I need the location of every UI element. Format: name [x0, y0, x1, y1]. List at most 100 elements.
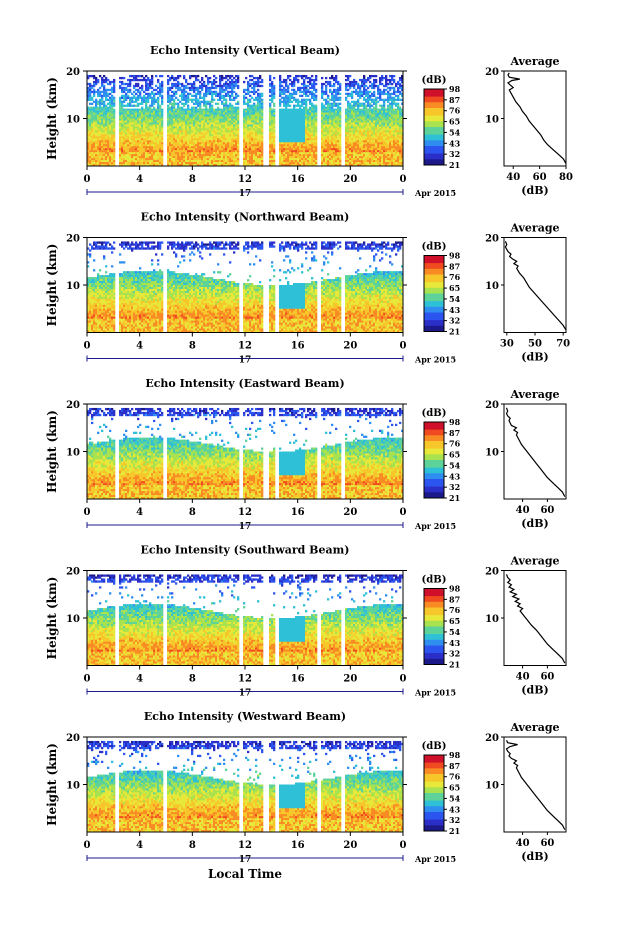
heatmap-cell [155, 156, 158, 159]
heatmap-cell [217, 154, 220, 157]
heatmap-cell [155, 74, 158, 78]
heatmap-cell [231, 148, 234, 151]
heatmap-cell [269, 128, 272, 131]
heatmap-cell [127, 138, 130, 141]
heatmap-cell [101, 126, 104, 129]
heatmap-cell [349, 120, 352, 123]
heatmap-cell [355, 120, 358, 123]
heatmap-cell [127, 102, 130, 105]
heatmap-cell [213, 124, 216, 127]
heatmap-cell [95, 136, 98, 139]
heatmap-cell [285, 144, 288, 147]
heatmap-cell [177, 162, 180, 165]
heatmap-cell [141, 110, 144, 113]
heatmap-cell [295, 78, 298, 82]
heatmap-cell [127, 114, 130, 117]
heatmap-cell [93, 126, 96, 129]
heatmap-cell [173, 102, 176, 105]
heatmap-cell [137, 98, 140, 101]
heatmap-cell [143, 134, 146, 137]
heatmap-cell [231, 136, 234, 139]
heatmap-cell [287, 124, 290, 127]
heatmap-cell [339, 156, 342, 159]
heatmap-cell [315, 96, 318, 100]
heatmap-cell [327, 96, 330, 100]
heatmap-cell [285, 104, 288, 107]
heatmap-cell [271, 94, 274, 98]
heatmap-cell [137, 132, 140, 135]
heatmap-cell [185, 120, 188, 123]
heatmap-cell [339, 154, 342, 157]
heatmap-cell [273, 96, 276, 100]
heatmap-cell [177, 116, 180, 119]
heatmap-cell [99, 74, 102, 78]
heatmap-cell [221, 150, 224, 153]
heatmap-cell [299, 136, 302, 139]
heatmap-cell [333, 124, 336, 127]
heatmap-cell [259, 120, 262, 123]
heatmap-cell [335, 138, 338, 141]
heatmap-cell [189, 140, 192, 143]
heatmap-cell [159, 114, 162, 117]
heatmap-cell [131, 146, 134, 149]
heatmap-cell [243, 114, 246, 117]
heatmap-cell [345, 154, 348, 157]
heatmap-cell [193, 110, 196, 113]
heatmap-cell [311, 162, 314, 165]
heatmap-cell [337, 96, 340, 100]
heatmap-cell [223, 88, 226, 92]
heatmap-cell [225, 114, 228, 117]
heatmap-cell [121, 132, 124, 135]
heatmap-cell [357, 140, 360, 143]
heatmap-cell [103, 120, 106, 123]
heatmap-cell [353, 78, 356, 82]
heatmap-cell [189, 74, 192, 78]
heatmap-cell [283, 120, 286, 123]
heatmap-cell [139, 74, 142, 78]
heatmap-cell [167, 116, 170, 119]
heatmap-cell [145, 152, 148, 155]
heatmap-cell [173, 126, 176, 129]
heatmap-cell [93, 90, 96, 94]
heatmap-cell [95, 118, 98, 121]
heatmap-cell [143, 154, 146, 157]
heatmap-cell [143, 100, 146, 103]
heatmap-cell [93, 148, 96, 151]
heatmap-cell [171, 152, 174, 155]
heatmap-cell [111, 116, 114, 119]
heatmap-cell [279, 76, 282, 80]
heatmap-cell [221, 118, 224, 121]
heatmap-cell [293, 134, 296, 137]
heatmap-cell [309, 142, 312, 145]
heatmap-cell [357, 156, 360, 159]
heatmap-cell [291, 142, 294, 145]
heatmap-cell [131, 108, 134, 111]
heatmap-cell [243, 80, 246, 84]
heatmap-cell [161, 152, 164, 155]
heatmap-cell [221, 108, 224, 111]
heatmap-cell [233, 138, 236, 141]
heatmap-cell [205, 130, 208, 133]
heatmap-cell [333, 156, 336, 159]
heatmap-cell [273, 104, 276, 107]
heatmap-cell [217, 158, 220, 161]
heatmap-cell [359, 144, 362, 147]
heatmap-cell [199, 102, 202, 105]
heatmap-cell [147, 128, 150, 131]
heatmap-cell [209, 150, 212, 153]
heatmap-cell [335, 88, 338, 92]
heatmap-cell [311, 144, 314, 147]
heatmap-cell [177, 136, 180, 139]
heatmap-cell [111, 122, 114, 125]
heatmap-cell [269, 84, 272, 88]
heatmap-cell [143, 98, 146, 101]
heatmap-cell [197, 144, 200, 147]
heatmap-cell [121, 88, 124, 92]
heatmap-cell [291, 92, 294, 96]
heatmap-cell [157, 138, 160, 141]
heatmap-cell [363, 142, 366, 145]
heatmap-cell [247, 132, 250, 135]
heatmap-cell [105, 162, 108, 165]
heatmap-cell [103, 140, 106, 143]
heatmap-cell [89, 124, 92, 127]
